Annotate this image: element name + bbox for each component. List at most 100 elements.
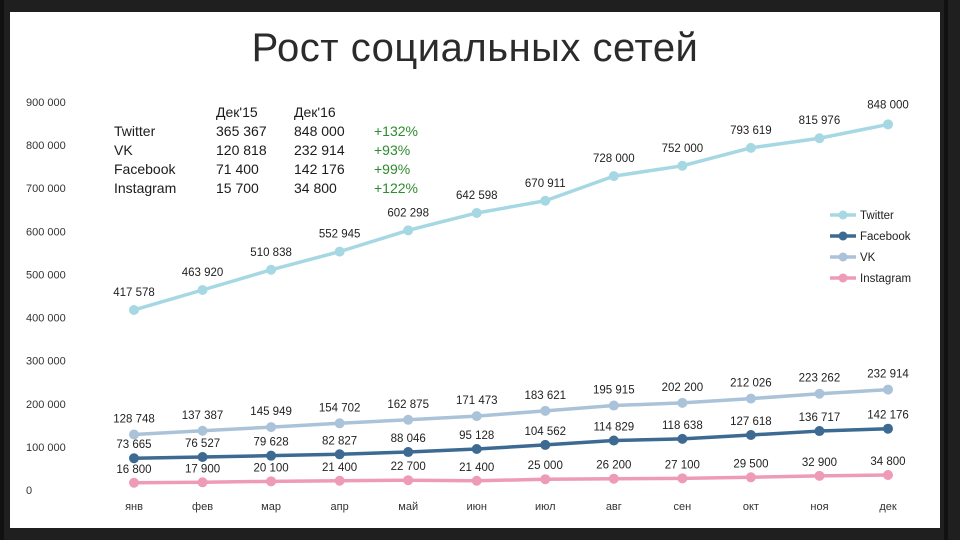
data-label-vk: 183 621 [524,390,566,402]
data-point-instagram [883,469,893,480]
series-line-facebook [133,426,889,460]
data-label-facebook: 82 827 [322,435,357,447]
data-point-vk [403,414,414,425]
y-tick-label: 500 000 [26,269,66,281]
data-point-twitter [197,284,208,295]
table-row-name: VK [114,142,133,158]
table-row-growth: +93% [374,142,411,158]
data-label-instagram: 27 100 [665,459,700,471]
data-label-twitter: 463 920 [182,267,224,279]
data-label-vk: 128 748 [113,413,155,425]
data-point-instagram [129,477,139,488]
data-label-facebook: 79 628 [253,437,288,449]
legend-marker-instagram [838,273,848,283]
data-label-instagram: 26 200 [596,460,631,472]
data-point-vk [883,384,893,395]
data-point-instagram [471,475,482,486]
data-point-facebook [266,450,277,461]
data-label-instagram: 34 800 [870,456,905,468]
data-point-instagram [403,475,414,486]
y-tick-label: 700 000 [26,183,66,195]
data-point-vk [745,393,756,404]
table-header-dec16: Дек'16 [294,104,336,120]
data-point-facebook [608,435,619,446]
data-label-vk: 162 875 [387,399,429,411]
data-point-instagram [334,475,345,486]
data-point-vk [677,397,688,408]
data-label-instagram: 21 400 [322,462,357,474]
slide: Рост социальных сетей 0 100 000 200 000 300… [10,12,940,528]
data-point-instagram [540,474,551,485]
data-point-vk [814,388,825,399]
table-row-name: Facebook [114,161,176,177]
data-point-facebook [677,433,688,444]
y-tick-label: 0 [26,485,32,497]
data-label-twitter: 417 578 [113,287,155,299]
data-point-twitter [129,304,139,315]
data-point-twitter [471,207,482,218]
data-label-vk: 195 915 [593,385,635,397]
data-point-facebook [197,452,208,463]
legend-label-facebook: Facebook [860,231,911,243]
data-point-instagram [608,473,619,484]
data-point-facebook [540,439,551,450]
data-label-twitter: 552 945 [319,229,361,241]
data-label-twitter: 510 838 [250,247,292,259]
x-tick-label: дек [879,501,897,513]
data-label-twitter: 848 000 [867,99,909,111]
data-label-twitter: 670 911 [525,178,566,190]
table-row-growth: +99% [374,161,411,177]
legend-marker-twitter [838,210,848,220]
data-point-twitter [608,171,619,182]
data-point-instagram [814,470,825,481]
data-label-vk: 212 026 [730,378,772,390]
table-row-dec16: 142 176 [294,161,345,177]
data-label-vk: 223 262 [799,373,841,385]
x-tick-label: июл [535,501,556,513]
y-tick-label: 200 000 [26,399,66,411]
data-point-facebook [471,443,482,454]
table-row-growth: +122% [374,180,418,196]
table-row-dec15: 120 818 [216,142,267,158]
y-tick-label: 100 000 [26,442,66,454]
table-row-dec16: 848 000 [294,123,345,139]
x-tick-label: окт [743,501,759,513]
data-label-facebook: 118 638 [662,420,703,432]
data-label-instagram: 21 400 [459,462,494,474]
series-line-vk [133,387,889,437]
right-border [944,0,948,540]
data-point-instagram [677,473,688,484]
table-row-name: Twitter [114,123,156,139]
data-label-twitter: 728 000 [593,153,635,165]
legend-label-twitter: Twitter [860,210,894,222]
data-point-twitter [814,133,825,144]
data-label-instagram: 32 900 [802,457,837,469]
data-point-twitter [677,160,688,171]
table-header-dec15: Дек'15 [216,104,258,120]
data-label-vk: 145 949 [250,406,292,418]
data-point-facebook [403,447,414,458]
x-tick-label: янв [125,501,143,513]
data-point-twitter [883,119,893,130]
x-tick-label: май [398,501,418,513]
y-tick-label: 800 000 [26,140,66,152]
x-tick-label: июн [466,501,486,513]
data-point-facebook [334,449,345,460]
data-label-vk: 202 200 [662,382,704,394]
data-label-vk: 171 473 [456,395,498,407]
data-label-facebook: 104 562 [524,426,566,438]
data-label-instagram: 16 800 [116,464,151,476]
y-tick-label: 900 000 [26,97,66,109]
legend-marker-facebook [838,231,848,241]
data-label-vk: 232 914 [867,369,909,381]
table-row-dec15: 71 400 [216,161,259,177]
data-label-facebook: 88 046 [391,433,426,445]
x-tick-label: апр [331,501,349,513]
data-point-facebook [814,426,825,437]
data-label-facebook: 73 665 [116,439,151,451]
data-point-twitter [745,142,756,153]
legend-marker-vk [838,252,848,262]
data-label-instagram: 20 100 [253,462,288,474]
data-point-twitter [266,264,277,275]
table-row-dec15: 365 367 [216,123,267,139]
